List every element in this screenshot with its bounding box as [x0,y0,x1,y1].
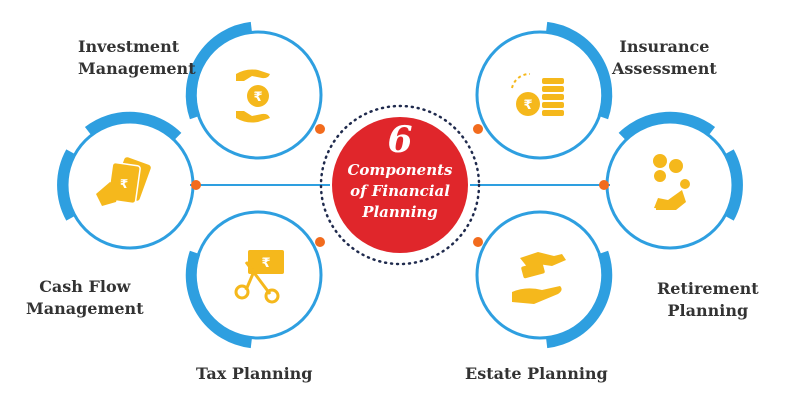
component-retirement-planning [599,111,743,250]
center-hub [319,104,481,266]
svg-text:₹: ₹ [523,98,532,113]
center-title-line-3: Planning [362,203,438,221]
component-investment-management: ₹ [185,21,325,160]
component-tax-planning: ₹ [185,210,325,349]
connector-dot [599,180,609,190]
connector-dot [315,237,325,247]
svg-text:₹: ₹ [120,177,128,191]
component-cash-flow-management: ₹ [57,111,201,250]
center-title-line-2: of Financial [350,182,450,200]
rupee-coin-stacks-icon: ₹ [511,72,564,116]
hand-over-hand-money-icon [512,252,566,304]
connector-dot [315,124,325,134]
label-cash-flow-management: Cash Flow Management [26,277,144,318]
svg-text:₹: ₹ [253,90,262,105]
component-insurance-assessment: ₹ [473,21,613,160]
component-estate-planning [473,210,613,349]
label-estate-planning: Estate Planning [465,364,608,383]
label-insurance-assessment: Insurance Assessment [612,37,717,78]
label-retirement-planning: Retirement Planning [657,279,759,320]
person-relaxing-icon [653,154,690,210]
center-title-number: 6 [387,119,413,161]
label-investment-management: Investment Management [78,37,196,78]
connector-dot [473,237,483,247]
hand-holding-banknotes-icon: ₹ [96,157,151,206]
scissors-cutting-banknote-icon: ₹ [234,250,284,304]
connector-dot [191,180,201,190]
svg-text:₹: ₹ [261,256,270,271]
center-title-line-1: Components [347,161,453,179]
center-title: 6 Components of Financial Planning [325,120,475,223]
connector-dot [473,124,483,134]
label-tax-planning: Tax Planning [196,364,313,383]
rupee-coin-in-hands-icon: ₹ [236,69,270,123]
